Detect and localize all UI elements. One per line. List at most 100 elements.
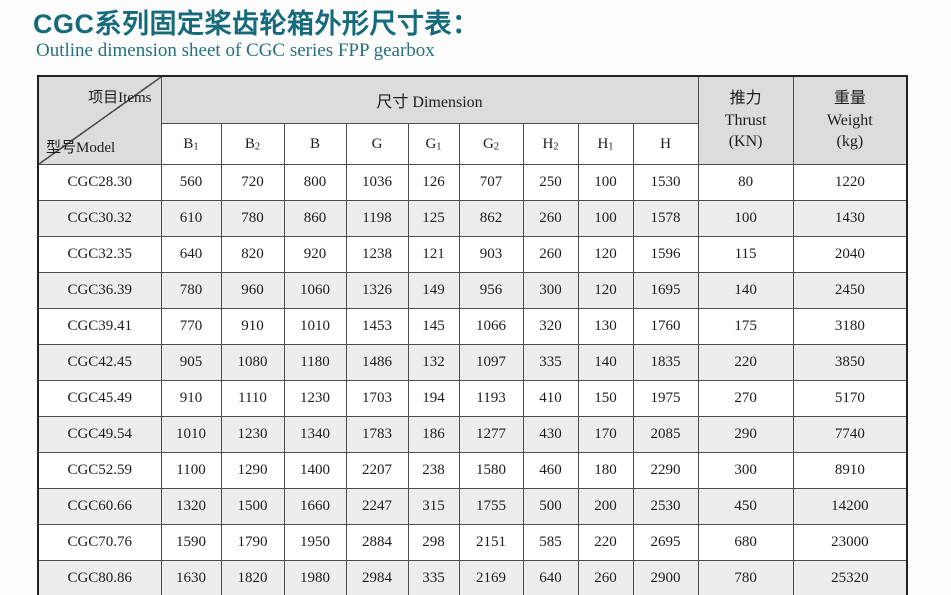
dim-value-cell: 1695: [632, 272, 699, 309]
weight-value-cell: 8910: [792, 452, 908, 489]
model-cell: CGC52.59: [37, 452, 162, 489]
header-row-top: 项目Items 型号Model 尺寸 Dimension 推力 Thrust (…: [37, 75, 908, 165]
dim-value-cell: 1820: [220, 560, 285, 595]
dim-value-cell: 1760: [632, 308, 699, 345]
dim-value-cell: 2151: [458, 524, 524, 561]
table-row: CGC30.32 610 780 860 1198 125 862 260 100 1578 100…: [37, 200, 908, 237]
col-header-b1: B1: [160, 123, 222, 165]
dim-value-cell: 200: [577, 488, 634, 525]
dim-value-cell: 260: [577, 560, 634, 595]
dim-value-cell: 1660: [283, 488, 347, 525]
weight-value-cell: 2040: [792, 236, 908, 273]
model-cell: CGC70.76: [37, 524, 162, 561]
thrust-value-cell: 100: [697, 200, 794, 237]
dim-value-cell: 320: [522, 308, 579, 345]
dim-value-cell: 860: [283, 200, 347, 237]
dim-value-cell: 1835: [632, 344, 699, 381]
dim-value-cell: 2290: [632, 452, 699, 489]
thrust-header-cn: 推力: [729, 90, 762, 108]
dim-value-cell: 2900: [632, 560, 699, 595]
dim-value-cell: 640: [160, 236, 222, 273]
table-row: CGC42.45 905 1080 1180 1486 132 1097 335 140 1835…: [37, 344, 908, 381]
dim-value-cell: 960: [220, 272, 285, 309]
weight-value-cell: 7740: [792, 416, 908, 453]
dim-value-cell: 460: [522, 452, 579, 489]
dim-value-cell: 300: [522, 272, 579, 309]
col-label: B: [244, 135, 255, 152]
table-row: CGC80.86 1630 1820 1980 2984 335 2169 640 260 290…: [37, 560, 908, 595]
dim-value-cell: 180: [577, 452, 634, 489]
dim-value-cell: 1400: [283, 452, 347, 489]
dim-value-cell: 335: [407, 560, 460, 595]
dim-value-cell: 186: [407, 416, 460, 453]
dim-value-cell: 100: [577, 200, 634, 237]
weight-value-cell: 14200: [792, 488, 908, 525]
dim-value-cell: 1530: [632, 164, 699, 201]
dim-value-cell: 1230: [283, 380, 347, 417]
col-header-g: G: [345, 123, 409, 165]
model-label: 型号Model: [46, 140, 116, 156]
thrust-value-cell: 80: [697, 164, 794, 201]
dim-value-cell: 1066: [458, 308, 524, 345]
table-row: CGC70.76 1590 1790 1950 2884 298 2151 585 220 269…: [37, 524, 908, 561]
dim-value-cell: 126: [407, 164, 460, 201]
dim-value-cell: 707: [458, 164, 524, 201]
model-cell: CGC49.54: [37, 416, 162, 453]
dim-value-cell: 1596: [632, 236, 699, 273]
thrust-value-cell: 450: [697, 488, 794, 525]
dim-value-cell: 910: [220, 308, 285, 345]
col-label: H: [660, 135, 671, 152]
weight-value-cell: 2450: [792, 272, 908, 309]
dim-value-cell: 1290: [220, 452, 285, 489]
page-title: CGC系列固定桨齿轮箱外形尺寸表：: [33, 9, 480, 39]
dim-value-cell: 1486: [345, 344, 409, 381]
model-cell: CGC36.39: [37, 272, 162, 309]
col-header-h1: H1: [577, 123, 634, 165]
dim-value-cell: 903: [458, 236, 524, 273]
dim-value-cell: 1230: [220, 416, 285, 453]
weight-value-cell: 23000: [792, 524, 908, 561]
table-row: CGC39.41 770 910 1010 1453 145 1066 320 130 1760 1…: [37, 308, 908, 345]
model-cell: CGC60.66: [37, 488, 162, 525]
table-row: CGC52.59 1100 1290 1400 2207 238 1580 460 180 229…: [37, 452, 908, 489]
weight-value-cell: 3180: [792, 308, 908, 345]
dim-value-cell: 2695: [632, 524, 699, 561]
thrust-header-unit: (KN): [728, 133, 763, 151]
col-label: G: [425, 135, 437, 152]
weight-header-unit: (kg): [836, 133, 864, 151]
dim-value-cell: 298: [407, 524, 460, 561]
col-label-sub: 1: [436, 140, 442, 152]
dim-value-cell: 145: [407, 308, 460, 345]
dim-value-cell: 1980: [283, 560, 347, 595]
weight-value-cell: 3850: [792, 344, 908, 381]
thrust-value-cell: 780: [697, 560, 794, 595]
model-cell: CGC42.45: [37, 344, 162, 381]
dim-value-cell: 121: [407, 236, 460, 273]
dim-value-cell: 800: [283, 164, 347, 201]
dim-value-cell: 1238: [345, 236, 409, 273]
dim-value-cell: 140: [577, 344, 634, 381]
table-row: CGC60.66 1320 1500 1660 2247 315 1755 500 200 253…: [37, 488, 908, 525]
table-row: CGC45.49 910 1110 1230 1703 194 1193 410 150 1975…: [37, 380, 908, 417]
weight-value-cell: 25320: [792, 560, 908, 595]
model-cell: CGC45.49: [37, 380, 162, 417]
dim-value-cell: 780: [220, 200, 285, 237]
dim-value-cell: 862: [458, 200, 524, 237]
table-row: CGC36.39 780 960 1060 1326 149 956 300 120 1695 14…: [37, 272, 908, 309]
header-row-sub: B1 B2 B G G1 G2 H2 H1 H: [38, 123, 907, 165]
dim-value-cell: 2169: [458, 560, 524, 595]
dim-value-cell: 640: [522, 560, 579, 595]
col-label-sub: 1: [193, 140, 199, 152]
col-header-b: B: [283, 123, 347, 165]
weight-value-cell: 1220: [792, 164, 908, 201]
dim-value-cell: 120: [577, 236, 634, 273]
dim-value-cell: 780: [160, 272, 222, 309]
col-header-h2: H2: [522, 123, 579, 165]
dim-value-cell: 125: [407, 200, 460, 237]
dim-value-cell: 1630: [160, 560, 222, 595]
dim-value-cell: 500: [522, 488, 579, 525]
dim-value-cell: 1590: [160, 524, 222, 561]
weight-value-cell: 5170: [792, 380, 908, 417]
dim-value-cell: 1950: [283, 524, 347, 561]
dim-value-cell: 956: [458, 272, 524, 309]
